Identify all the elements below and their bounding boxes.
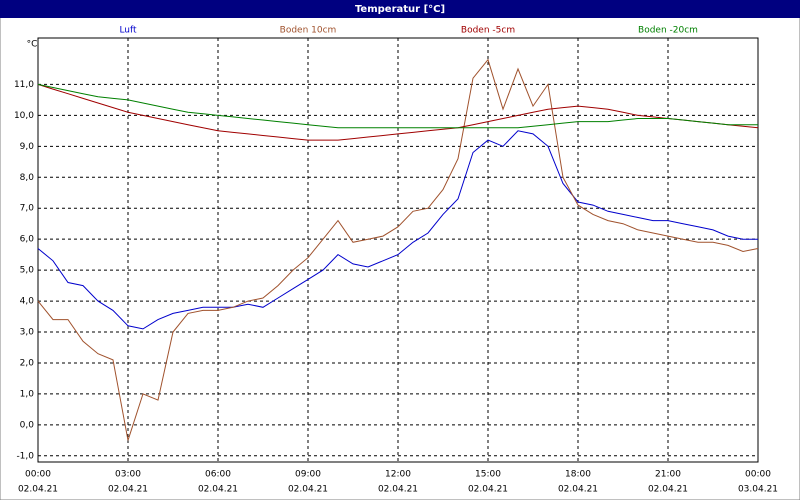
x-tick-date: 02.04.21 bbox=[288, 485, 328, 495]
legend-entry: Boden -20cm bbox=[638, 26, 698, 36]
x-tick-date: 02.04.21 bbox=[198, 485, 238, 495]
x-tick-label: 03:00 bbox=[115, 470, 141, 480]
x-tick-date: 02.04.21 bbox=[378, 485, 418, 495]
x-tick-label: 09:00 bbox=[295, 470, 321, 480]
y-tick-label: 9,0 bbox=[20, 142, 35, 152]
series-line bbox=[37, 83, 759, 141]
series-line bbox=[37, 83, 758, 129]
x-tick-label: 00:00 bbox=[745, 470, 771, 480]
y-tick-label: 10,0 bbox=[14, 111, 34, 121]
series-line bbox=[37, 58, 759, 441]
plot-frame bbox=[37, 37, 759, 463]
x-tick-label: 18:00 bbox=[565, 470, 591, 480]
x-tick-label: 06:00 bbox=[205, 470, 231, 480]
y-tick-label: 6,0 bbox=[20, 235, 35, 245]
legend-entry: Luft bbox=[119, 26, 137, 36]
x-tick-label: 00:00 bbox=[25, 470, 51, 480]
title-bar bbox=[0, 0, 800, 18]
y-tick-label: 1,0 bbox=[20, 389, 35, 399]
x-tick-date: 02.04.21 bbox=[468, 485, 508, 495]
x-tick-date: 03.04.21 bbox=[738, 485, 778, 495]
y-tick-label: 8,0 bbox=[20, 173, 35, 183]
legend-entry: Boden -5cm bbox=[461, 26, 515, 36]
y-axis-label: °C bbox=[27, 40, 38, 50]
y-tick-label: 7,0 bbox=[20, 204, 35, 214]
y-tick-label: 11,0 bbox=[14, 80, 34, 90]
chart-title: Temperatur [°C] bbox=[355, 4, 445, 15]
x-tick-date: 02.04.21 bbox=[648, 485, 688, 495]
legend-entry: Boden 10cm bbox=[280, 26, 337, 36]
x-tick-label: 12:00 bbox=[385, 470, 411, 480]
x-tick-label: 21:00 bbox=[655, 470, 681, 480]
y-tick-label: 3,0 bbox=[20, 328, 35, 338]
y-tick-label: -1,0 bbox=[16, 451, 34, 461]
y-tick-label: 0,0 bbox=[20, 420, 35, 430]
series-line bbox=[37, 130, 758, 330]
x-tick-date: 02.04.21 bbox=[558, 485, 598, 495]
y-tick-label: 2,0 bbox=[20, 358, 35, 368]
x-tick-date: 02.04.21 bbox=[18, 485, 58, 495]
y-tick-label: 4,0 bbox=[20, 297, 35, 307]
x-tick-date: 02.04.21 bbox=[108, 485, 148, 495]
x-tick-label: 15:00 bbox=[475, 470, 501, 480]
y-tick-label: 5,0 bbox=[20, 266, 35, 276]
